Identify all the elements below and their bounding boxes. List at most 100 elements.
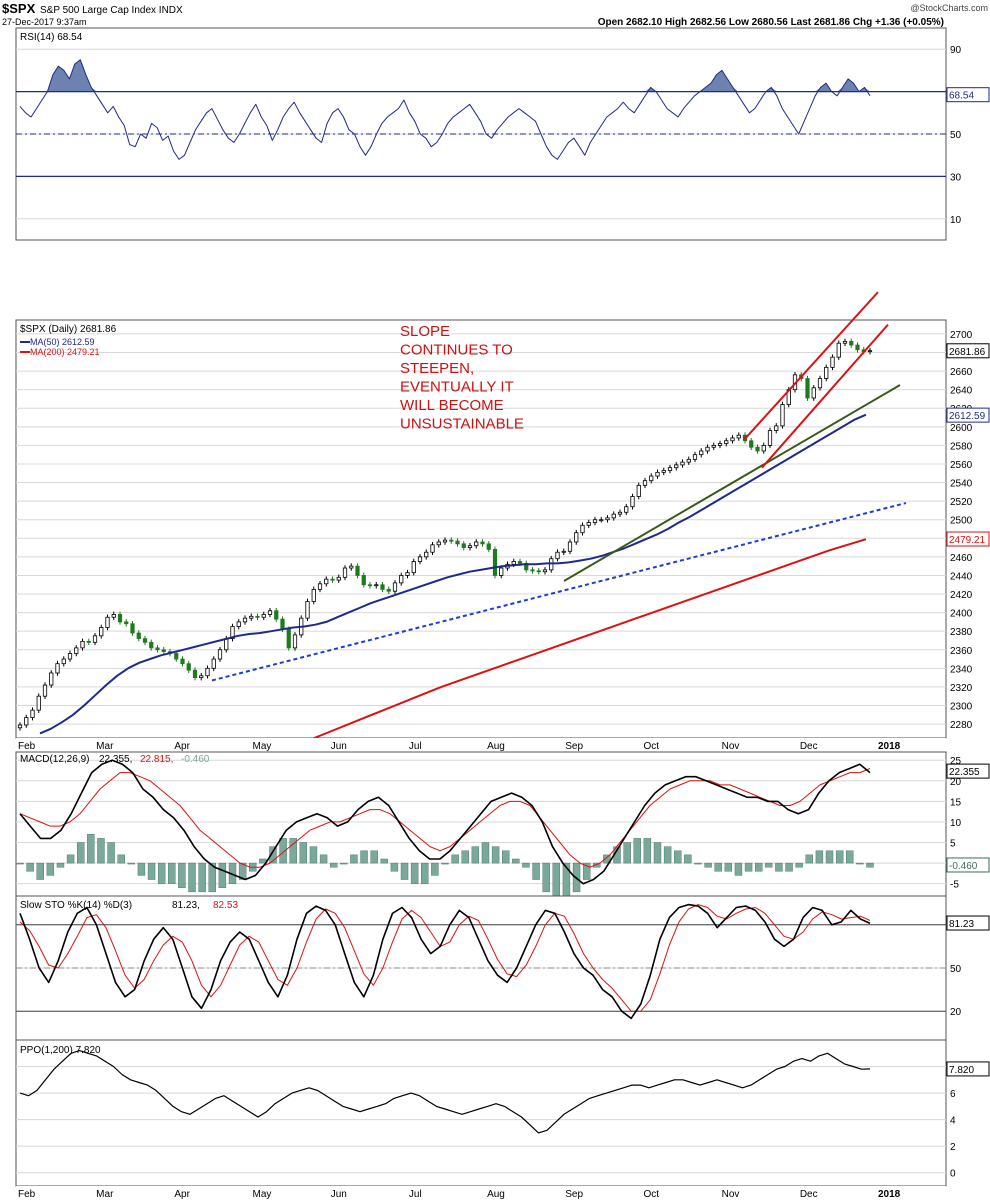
price-candle-body bbox=[736, 434, 741, 439]
price-candle-body bbox=[42, 684, 48, 697]
ma50-last-value: 2612.59 bbox=[949, 411, 986, 422]
price-candle-body bbox=[267, 610, 273, 615]
rsi-last-value-box bbox=[946, 87, 990, 103]
rsi-title: RSI(14) 68.54 bbox=[20, 32, 83, 43]
price-candle-body bbox=[842, 340, 848, 344]
time-axis-top-bg bbox=[16, 738, 946, 752]
macd-histogram-bar bbox=[441, 862, 449, 865]
price-candle-body bbox=[355, 565, 360, 576]
macd-histogram-bar bbox=[714, 862, 722, 872]
price-candle-body bbox=[374, 584, 379, 587]
price-candle-body bbox=[155, 647, 160, 651]
ma200-last-value-box bbox=[946, 531, 990, 547]
macd-histogram-bar bbox=[340, 862, 348, 865]
macd-histogram-bar bbox=[795, 862, 803, 868]
price-candle-body bbox=[755, 446, 760, 452]
price-candle-body bbox=[567, 541, 573, 552]
macd-last-value-box bbox=[946, 763, 990, 779]
price-candle-body bbox=[649, 475, 654, 482]
macd-tick-0: 25 bbox=[950, 756, 962, 767]
macd-title-3: -0.460 bbox=[181, 754, 210, 765]
ma200-last-value: 2479.21 bbox=[949, 535, 986, 546]
macd-histogram-bar bbox=[754, 862, 763, 872]
stoch-d-line bbox=[19, 904, 871, 1012]
time-axis-bottom-label-11: 2018 bbox=[878, 1189, 901, 1200]
header-timestamp: 27-Dec-2017 9:37am bbox=[2, 17, 87, 27]
macd-line bbox=[19, 759, 871, 885]
time-axis-bottom-label-3: May bbox=[253, 1189, 272, 1200]
price-candle-body bbox=[24, 717, 29, 726]
macd-histogram-bar bbox=[491, 846, 500, 864]
annotation-line-4: WILL BECOME bbox=[400, 397, 504, 414]
time-axis-top-label-11: 2018 bbox=[878, 741, 901, 752]
price-candle-body bbox=[99, 627, 104, 637]
price-candle-body bbox=[30, 709, 35, 718]
price-candle-body bbox=[349, 565, 354, 569]
price-candle-body bbox=[380, 584, 385, 590]
price-candle-body bbox=[461, 543, 466, 548]
price-tick-5: 2600 bbox=[950, 423, 973, 434]
macd-histogram-bar bbox=[107, 842, 115, 864]
header-name: S&P 500 Large Cap Index INDX bbox=[40, 5, 183, 16]
price-candle-body bbox=[824, 366, 829, 379]
trendline-dotted-blue bbox=[211, 502, 907, 682]
price-candle-body bbox=[242, 617, 248, 623]
macd-histogram-bar bbox=[704, 862, 712, 868]
time-axis-top-label-7: Sep bbox=[565, 741, 583, 752]
stoch-last-value: 81.23 bbox=[949, 919, 974, 930]
price-candle-body bbox=[80, 640, 85, 649]
price-candle-body bbox=[424, 551, 429, 558]
stoch-k-line bbox=[19, 903, 871, 1020]
price-candle-body bbox=[180, 658, 185, 665]
macd-histogram-bar bbox=[46, 862, 55, 876]
macd-title-2: 22.815, bbox=[140, 754, 173, 765]
macd-histogram-bar bbox=[400, 862, 409, 880]
price-candle-body bbox=[405, 572, 410, 576]
price-candle-body bbox=[17, 724, 23, 729]
stoch-tick-1: 50 bbox=[950, 964, 962, 975]
time-axis-top-label-4: Jun bbox=[331, 741, 347, 752]
ma200-line bbox=[311, 538, 867, 740]
header-quote: Open 2682.10 High 2682.56 Low 2680.56 La… bbox=[598, 17, 944, 28]
ppo-last-value: 7.820 bbox=[949, 1065, 974, 1076]
price-candle-body bbox=[542, 569, 548, 573]
price-candle-body bbox=[517, 561, 523, 564]
rsi-tick-0: 90 bbox=[950, 45, 962, 56]
rsi-overbought-fill bbox=[20, 59, 870, 92]
price-tick-12: 2460 bbox=[950, 553, 973, 564]
price-candle-body bbox=[467, 545, 473, 548]
macd-histogram-bar bbox=[552, 862, 561, 897]
price-candle-body bbox=[867, 350, 873, 353]
price-candle-body bbox=[599, 519, 604, 522]
macd-histogram-bar bbox=[299, 842, 308, 864]
macd-histogram-bar bbox=[522, 862, 530, 868]
rsi-tick-2: 50 bbox=[950, 130, 962, 141]
price-candle-body bbox=[561, 550, 566, 553]
price-candle-body bbox=[480, 541, 485, 545]
macd-histogram-bar bbox=[26, 862, 34, 872]
price-candle-body bbox=[667, 467, 673, 471]
header-symbol: $SPX bbox=[2, 1, 36, 16]
macd-histogram-bar bbox=[653, 842, 662, 864]
price-candle-body bbox=[55, 663, 60, 674]
macd-histogram-bar bbox=[137, 862, 146, 876]
price-candle-body bbox=[680, 461, 685, 466]
macd-histogram-bar bbox=[188, 862, 196, 893]
macd-histogram-bar bbox=[785, 862, 793, 872]
macd-histogram-bar bbox=[350, 854, 358, 864]
price-tick-18: 2340 bbox=[950, 664, 973, 675]
price-candle-body bbox=[205, 667, 210, 677]
price-candle-body bbox=[630, 496, 635, 508]
macd-histogram-bar bbox=[319, 854, 328, 864]
stoch-title-1: 81.23, bbox=[172, 900, 200, 911]
price-candle-body bbox=[86, 640, 91, 643]
price-candle-body bbox=[230, 626, 235, 640]
price-candle-body bbox=[186, 663, 191, 671]
macd-histogram-bar bbox=[775, 862, 783, 872]
macd-histogram-bar bbox=[674, 850, 682, 864]
price-candle-body bbox=[292, 634, 298, 649]
price-candle-body bbox=[780, 404, 785, 427]
price-candle-body bbox=[261, 614, 266, 618]
trendline-green bbox=[563, 384, 901, 582]
macd-histogram-bar bbox=[471, 846, 480, 864]
